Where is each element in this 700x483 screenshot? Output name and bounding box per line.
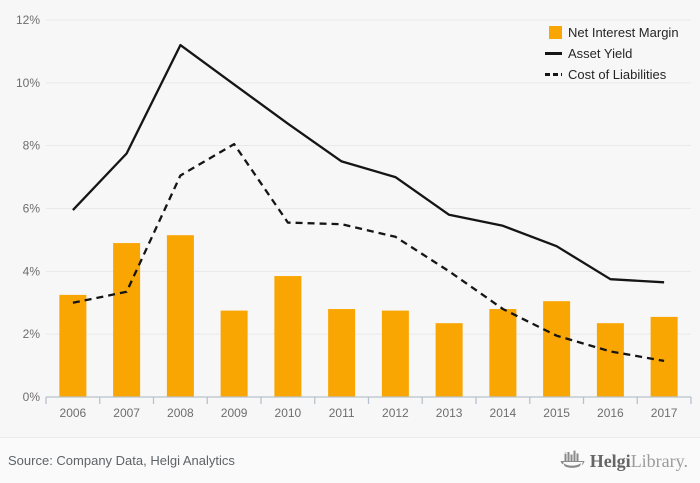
- y-tick-label: 12%: [16, 13, 40, 27]
- y-tick-label: 2%: [23, 327, 41, 341]
- legend-label: Asset Yield: [568, 46, 633, 61]
- legend-label: Cost of Liabilities: [568, 67, 667, 82]
- bar-2017: [650, 316, 678, 397]
- chart-footer: Source: Company Data, Helgi Analytics He…: [0, 437, 700, 483]
- bar-2011: [328, 309, 356, 397]
- x-tick-label: 2017: [651, 406, 678, 420]
- x-tick-label: 2011: [329, 406, 355, 420]
- x-tick-label: 2009: [221, 406, 248, 420]
- legend-item-cost-of-liabilities: Cost of Liabilities: [545, 64, 679, 85]
- x-tick-label: 2012: [382, 406, 409, 420]
- bar-2016: [596, 323, 624, 397]
- chart-legend: Net Interest Margin Asset Yield Cost of …: [545, 22, 679, 85]
- x-tick-label: 2014: [490, 406, 517, 420]
- bar-2013: [435, 323, 463, 397]
- x-tick-label: 2006: [60, 406, 87, 420]
- helgi-library-logo: HelgiLibrary.: [560, 450, 700, 471]
- x-tick-label: 2013: [436, 406, 463, 420]
- line-asset-yield: [72, 43, 665, 284]
- x-tick-label: 2008: [167, 406, 194, 420]
- legend-item-asset-yield: Asset Yield: [545, 43, 679, 64]
- y-tick-label: 10%: [16, 76, 40, 90]
- bar-2010: [274, 276, 302, 397]
- y-tick-label: 8%: [23, 139, 41, 153]
- x-tick-label: 2015: [543, 406, 570, 420]
- source-attribution: Source: Company Data, Helgi Analytics: [8, 453, 235, 468]
- legend-item-net-interest-margin: Net Interest Margin: [545, 22, 679, 43]
- chart-area: 0% 2% 4% 6% 8% 10% 12% 2006 2007 2008 2009 2010 2011…: [16, 13, 692, 420]
- bar-2015: [543, 301, 571, 397]
- logo-library: Library.: [630, 450, 688, 471]
- y-tick-label: 4%: [23, 264, 41, 278]
- bar-2012: [381, 310, 409, 397]
- dashed-line-swatch-icon: [545, 73, 562, 76]
- x-tick-label: 2016: [597, 406, 624, 420]
- logo-wordmark: HelgiLibrary.: [590, 452, 688, 470]
- logo-helgi: Helgi: [589, 450, 631, 471]
- combo-chart-canvas: 0% 2% 4% 6% 8% 10% 12% 2006 2007 2008 2009 2010 2011…: [16, 13, 692, 420]
- solid-line-swatch-icon: [545, 52, 562, 55]
- y-tick-label: 0%: [23, 390, 41, 404]
- x-tick-label: 2007: [113, 406, 140, 420]
- bar-2014: [489, 309, 517, 397]
- bar-2007: [113, 243, 141, 397]
- helgi-ship-icon: [560, 450, 585, 471]
- legend-label: Net Interest Margin: [568, 25, 679, 40]
- bar-2008: [166, 235, 194, 397]
- bar-swatch-icon: [549, 26, 562, 39]
- x-tick-label: 2010: [275, 406, 302, 420]
- bar-2006: [59, 294, 87, 397]
- line-cost-of-liabilities: [72, 142, 665, 363]
- bar-2009: [220, 310, 248, 397]
- y-tick-label: 6%: [23, 202, 41, 216]
